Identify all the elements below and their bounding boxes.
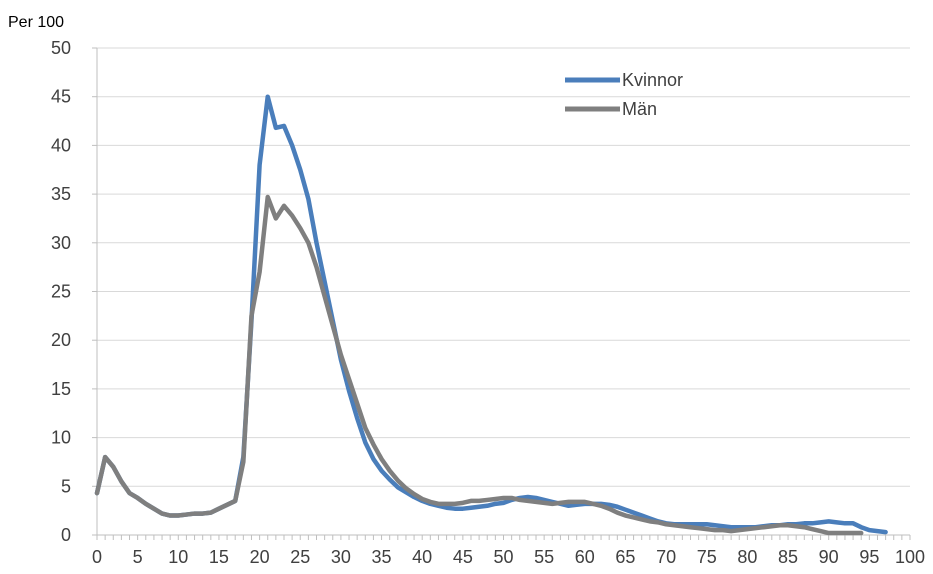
y-tick-label: 35 — [51, 184, 71, 204]
legend-label: Kvinnor — [622, 70, 683, 90]
x-tick-label: 85 — [778, 547, 798, 567]
y-tick-label: 45 — [51, 87, 71, 107]
x-tick-label: 95 — [859, 547, 879, 567]
x-tick-label: 35 — [372, 547, 392, 567]
x-tick-label: 10 — [168, 547, 188, 567]
y-tick-label: 0 — [61, 525, 71, 545]
y-tick-label: 10 — [51, 428, 71, 448]
axes — [92, 47, 911, 540]
y-tick-label: 20 — [51, 330, 71, 350]
gridlines — [97, 47, 910, 487]
x-tick-label: 25 — [290, 547, 310, 567]
legend: Kvinnor Män — [565, 70, 683, 119]
x-tick-label: 65 — [615, 547, 635, 567]
x-tick-label: 0 — [92, 547, 102, 567]
y-tick-label: 40 — [51, 135, 71, 155]
x-tick-label: 60 — [575, 547, 595, 567]
x-tick-label: 30 — [331, 547, 351, 567]
x-tick-label: 90 — [819, 547, 839, 567]
x-tick-label: 15 — [209, 547, 229, 567]
x-tick-label: 75 — [697, 547, 717, 567]
x-tick-label: 45 — [453, 547, 473, 567]
series-line-1 — [94, 94, 888, 535]
y-tick-label: 50 — [51, 38, 71, 58]
x-tick-label: 50 — [493, 547, 513, 567]
x-tick-label: 5 — [133, 547, 143, 567]
x-tick-label: 70 — [656, 547, 676, 567]
x-tick-label: 40 — [412, 547, 432, 567]
series-lines — [94, 94, 888, 536]
x-tick-label: 55 — [534, 547, 554, 567]
series-line-2 — [94, 194, 864, 536]
y-tick-label: 30 — [51, 233, 71, 253]
unit-label: Per 100 — [8, 14, 64, 31]
x-tick-label: 100 — [895, 547, 925, 567]
y-tick-label: 5 — [61, 476, 71, 496]
legend-label: Män — [622, 99, 657, 119]
y-tick-label: 25 — [51, 282, 71, 302]
x-tick-label: 20 — [250, 547, 270, 567]
x-tick-label: 80 — [737, 547, 757, 567]
x-axis-ticks: 0 5 10 15 20 25 30 35 40 45 50 55 60 65 70 75 80 85 90 95 10… — [92, 547, 925, 567]
y-tick-label: 15 — [51, 379, 71, 399]
y-axis-ticks: 0 5 10 15 20 25 30 35 40 45 50 — [51, 38, 71, 545]
